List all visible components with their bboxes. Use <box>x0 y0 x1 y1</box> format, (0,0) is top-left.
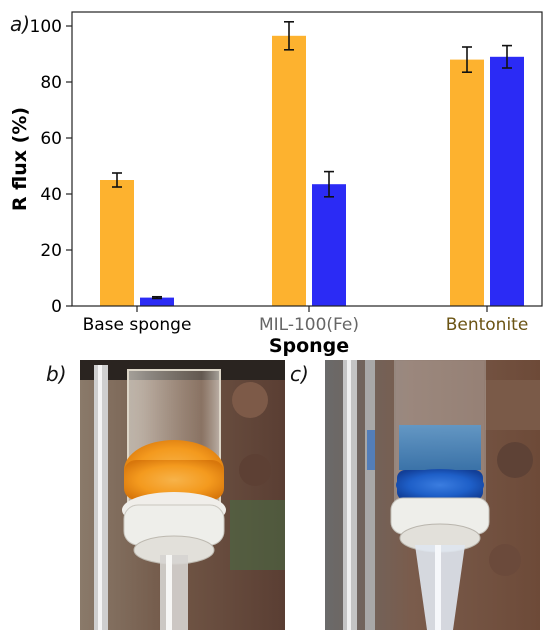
bar-0-series-1 <box>140 297 174 306</box>
y-tick-label: 80 <box>40 73 62 93</box>
panel-label-b: b) <box>46 362 67 386</box>
y-tick-label: 60 <box>40 129 62 149</box>
bar-2-series-1 <box>490 56 524 306</box>
error-bar-1-series-1 <box>324 170 334 198</box>
bar-1-series-0 <box>272 35 306 307</box>
error-bar-2-series-0 <box>462 46 472 73</box>
photo-orange-sponge-column <box>80 360 285 630</box>
bar-0-series-0 <box>100 180 134 306</box>
bar-1-series-1 <box>312 184 346 306</box>
error-bar-2-series-1 <box>502 44 512 69</box>
y-tick-label: 40 <box>40 185 62 205</box>
y-tick-label: 100 <box>30 17 62 37</box>
photo-c-illustration <box>325 360 540 630</box>
photo-b-illustration <box>80 360 285 630</box>
x-tick-label: Bentonite <box>446 315 529 335</box>
error-bar-1-series-0 <box>284 20 294 51</box>
panel-label-c: c) <box>290 362 309 386</box>
error-bars-layer <box>112 20 512 300</box>
y-tick-label: 20 <box>40 241 62 261</box>
x-axis-label: Sponge <box>269 335 349 357</box>
error-bar-0-series-1 <box>152 295 162 300</box>
y-tick-label: 0 <box>51 297 62 317</box>
y-ticks-layer: 0 20 40 60 80 100 <box>30 17 72 317</box>
photo-blue-sponge-column <box>325 360 540 630</box>
plot-frame <box>71 11 543 307</box>
x-tick-label: Base sponge <box>83 315 192 335</box>
error-bar-0-series-0 <box>112 172 122 188</box>
x-tick-label: MIL-100(Fe) <box>259 315 359 335</box>
bar-2-series-0 <box>450 59 484 306</box>
y-axis-label: R flux (%) <box>9 107 31 211</box>
bar-chart: 0 20 40 60 80 100 Base sponge MIL-100(Fe) Bento… <box>9 11 543 357</box>
x-ticks-layer: Base sponge MIL-100(Fe) Bentonite <box>83 306 529 335</box>
bars-layer <box>100 35 524 307</box>
panel-label-a: a) <box>10 12 31 36</box>
